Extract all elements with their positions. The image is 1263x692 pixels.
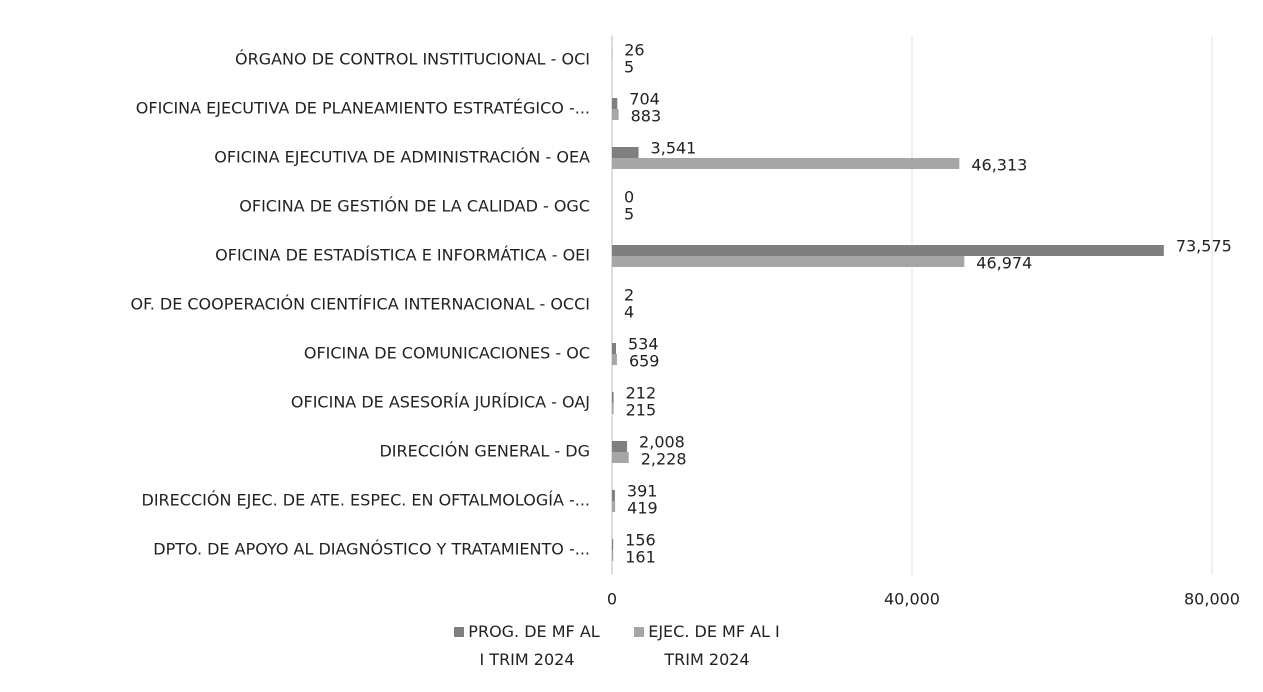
data-label: 0 bbox=[624, 188, 634, 207]
bar bbox=[612, 147, 639, 158]
legend-swatch bbox=[454, 627, 465, 637]
bar bbox=[612, 441, 628, 452]
bar bbox=[612, 245, 1164, 256]
data-label: 2 bbox=[624, 286, 634, 305]
bar bbox=[612, 158, 960, 169]
data-label: 212 bbox=[626, 384, 657, 403]
data-label: 215 bbox=[626, 401, 657, 420]
bar bbox=[612, 343, 617, 354]
data-label: 5 bbox=[624, 205, 634, 224]
bar bbox=[612, 403, 614, 414]
x-tick-label: 40,000 bbox=[884, 590, 940, 609]
data-label: 4 bbox=[624, 303, 634, 322]
category-label: DIRECCIÓN GENERAL - DG bbox=[379, 442, 590, 461]
legend-item: PROG. DE MF AL I TRIM 2024 bbox=[452, 618, 602, 674]
x-tick-label: 80,000 bbox=[1184, 590, 1240, 609]
data-label: 2,008 bbox=[639, 433, 685, 452]
data-label: 46,313 bbox=[971, 156, 1027, 175]
bar bbox=[612, 501, 616, 512]
bar bbox=[612, 550, 614, 561]
data-label: 534 bbox=[628, 335, 659, 354]
data-label: 659 bbox=[629, 352, 660, 371]
bar bbox=[612, 354, 617, 365]
data-label: 2,228 bbox=[641, 450, 687, 469]
data-label: 3,541 bbox=[651, 139, 697, 158]
category-label: OFICINA DE ESTADÍSTICA E INFORMÁTICA - O… bbox=[215, 246, 590, 265]
data-label: 883 bbox=[631, 107, 662, 126]
category-label: OFICINA DE COMUNICACIONES - OC bbox=[304, 344, 590, 363]
category-label: OF. DE COOPERACIÓN CIENTÍFICA INTERNACIO… bbox=[130, 295, 590, 314]
data-label: 46,974 bbox=[976, 254, 1032, 273]
legend-swatch bbox=[634, 627, 645, 637]
category-label: DPTO. DE APOYO AL DIAGNÓSTICO Y TRATAMIE… bbox=[153, 540, 590, 559]
x-tick-label: 0 bbox=[607, 590, 617, 609]
bar bbox=[612, 452, 629, 463]
data-label: 161 bbox=[625, 548, 656, 567]
category-label: OFICINA EJECUTIVA DE ADMINISTRACIÓN - OE… bbox=[214, 148, 590, 167]
bar bbox=[612, 490, 615, 501]
data-label: 5 bbox=[624, 58, 634, 77]
data-label: 156 bbox=[625, 531, 656, 550]
bar bbox=[612, 109, 619, 120]
bar bbox=[612, 392, 614, 403]
legend-item: EJEC. DE MF AL I TRIM 2024 bbox=[632, 618, 782, 674]
category-label: OFICINA EJECUTIVA DE PLANEAMIENTO ESTRAT… bbox=[136, 99, 590, 118]
data-label: 73,575 bbox=[1176, 237, 1232, 256]
category-label: DIRECCIÓN EJEC. DE ATE. ESPEC. EN OFTALM… bbox=[142, 491, 590, 510]
data-label: 704 bbox=[629, 90, 660, 109]
bar bbox=[612, 98, 618, 109]
data-label: 419 bbox=[627, 499, 658, 518]
category-label: OFICINA DE GESTIÓN DE LA CALIDAD - OGC bbox=[239, 197, 590, 216]
legend-label: EJEC. DE MF AL I TRIM 2024 bbox=[648, 622, 780, 669]
legend-label: PROG. DE MF AL I TRIM 2024 bbox=[468, 622, 600, 669]
category-label: OFICINA DE ASESORÍA JURÍDICA - OAJ bbox=[291, 393, 590, 412]
category-label: ÓRGANO DE CONTROL INSTITUCIONAL - OCI bbox=[235, 50, 590, 69]
bar bbox=[612, 256, 965, 267]
data-label: 391 bbox=[627, 482, 658, 501]
bar bbox=[612, 539, 614, 550]
data-label: 26 bbox=[624, 41, 644, 60]
